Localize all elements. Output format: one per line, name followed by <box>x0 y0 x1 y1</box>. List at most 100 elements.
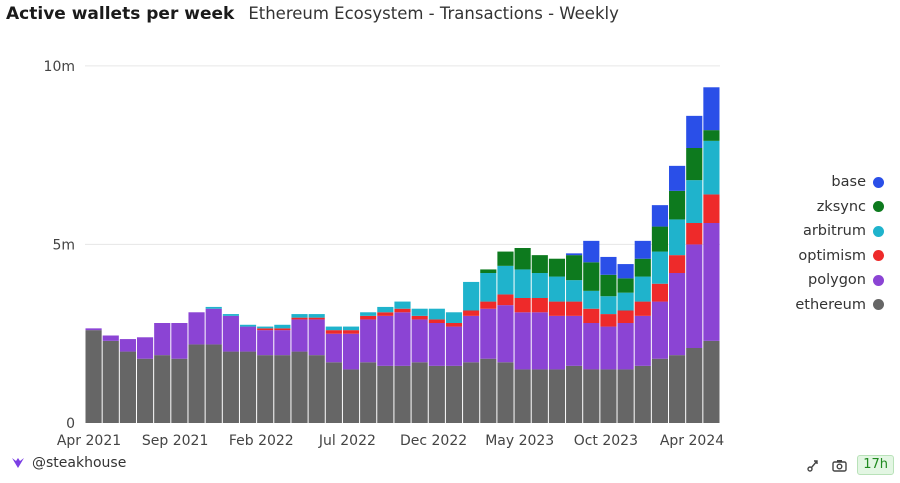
bar-segment-optimism[interactable] <box>548 301 566 316</box>
bar-segment-optimism[interactable] <box>360 315 377 320</box>
bar-segment-arbitrum[interactable] <box>445 312 463 323</box>
bar-segment-zksync[interactable] <box>548 258 566 277</box>
bar-segment-polygon[interactable] <box>136 337 154 359</box>
bar-segment-arbitrum[interactable] <box>548 276 566 302</box>
bar-segment-polygon[interactable] <box>342 333 360 370</box>
bar-segment-optimism[interactable] <box>634 301 651 316</box>
legend-item-base[interactable]: base <box>754 170 884 195</box>
bar-segment-polygon[interactable] <box>600 326 617 370</box>
bar-segment-ethereum[interactable] <box>119 351 136 423</box>
legend-item-arbitrum[interactable]: arbitrum <box>754 219 884 244</box>
bar-segment-ethereum[interactable] <box>257 355 274 423</box>
bar-segment-zksync[interactable] <box>669 190 686 220</box>
bar-segment-polygon[interactable] <box>222 315 239 352</box>
bar-segment-arbitrum[interactable] <box>617 292 634 311</box>
bar-segment-polygon[interactable] <box>548 315 566 370</box>
bar-segment-optimism[interactable] <box>514 298 531 313</box>
bar-segment-optimism[interactable] <box>669 255 686 273</box>
bar-segment-ethereum[interactable] <box>102 340 119 423</box>
bar-segment-arbitrum[interactable] <box>239 324 257 327</box>
bar-segment-optimism[interactable] <box>463 310 480 316</box>
bar-segment-arbitrum[interactable] <box>428 308 445 320</box>
bar-segment-arbitrum[interactable] <box>222 314 239 316</box>
bar-segment-optimism[interactable] <box>411 315 428 320</box>
bar-segment-optimism[interactable] <box>497 294 514 306</box>
bar-segment-polygon[interactable] <box>85 328 102 331</box>
bar-segment-ethereum[interactable] <box>669 355 686 423</box>
legend-item-polygon[interactable]: polygon <box>754 268 884 293</box>
bar-segment-ethereum[interactable] <box>274 355 291 423</box>
bar-segment-polygon[interactable] <box>651 301 669 359</box>
bar-segment-ethereum[interactable] <box>463 362 480 423</box>
refresh-age-badge[interactable]: 17h <box>857 455 894 475</box>
bar-segment-polygon[interactable] <box>445 326 463 366</box>
bar-segment-ethereum[interactable] <box>360 362 377 423</box>
fork-icon[interactable] <box>805 457 821 473</box>
bar-segment-arbitrum[interactable] <box>308 314 325 318</box>
bar-segment-arbitrum[interactable] <box>325 326 342 331</box>
bar-segment-polygon[interactable] <box>411 319 428 363</box>
bar-segment-arbitrum[interactable] <box>651 251 669 284</box>
bar-segment-optimism[interactable] <box>583 308 600 323</box>
bar-segment-base[interactable] <box>703 87 720 131</box>
bar-segment-base[interactable] <box>669 165 686 191</box>
bar-segment-optimism[interactable] <box>617 310 634 324</box>
legend-item-zksync[interactable]: zksync <box>754 195 884 220</box>
bar-segment-zksync[interactable] <box>703 130 720 141</box>
bar-segment-ethereum[interactable] <box>308 355 325 423</box>
bar-segment-polygon[interactable] <box>686 244 703 348</box>
bar-segment-optimism[interactable] <box>480 301 497 309</box>
bar-segment-ethereum[interactable] <box>566 365 583 423</box>
bar-segment-polygon[interactable] <box>617 323 634 370</box>
bar-segment-arbitrum[interactable] <box>566 280 583 302</box>
bar-segment-base[interactable] <box>566 253 583 256</box>
bar-segment-polygon[interactable] <box>583 323 600 370</box>
bar-segment-optimism[interactable] <box>274 328 291 331</box>
bar-segment-arbitrum[interactable] <box>703 140 720 195</box>
bar-segment-polygon[interactable] <box>514 312 531 370</box>
bar-segment-ethereum[interactable] <box>514 369 531 423</box>
bar-segment-ethereum[interactable] <box>222 351 239 423</box>
bar-segment-base[interactable] <box>651 205 669 227</box>
bar-segment-ethereum[interactable] <box>291 351 308 423</box>
bar-segment-ethereum[interactable] <box>171 358 188 423</box>
bar-segment-arbitrum[interactable] <box>531 273 548 298</box>
bar-segment-zksync[interactable] <box>480 269 497 273</box>
bar-segment-arbitrum[interactable] <box>411 308 428 316</box>
bar-segment-optimism[interactable] <box>651 283 669 302</box>
bar-segment-polygon[interactable] <box>257 330 274 356</box>
bar-segment-arbitrum[interactable] <box>360 312 377 316</box>
bar-segment-ethereum[interactable] <box>188 344 205 423</box>
bar-segment-zksync[interactable] <box>686 148 703 181</box>
bar-segment-ethereum[interactable] <box>548 369 566 423</box>
camera-icon[interactable] <box>831 457 847 473</box>
bar-segment-optimism[interactable] <box>566 301 583 316</box>
bar-segment-polygon[interactable] <box>634 315 651 366</box>
bar-segment-polygon[interactable] <box>463 315 480 363</box>
bar-segment-arbitrum[interactable] <box>480 273 497 302</box>
bar-segment-polygon[interactable] <box>360 319 377 363</box>
bar-segment-ethereum[interactable] <box>703 340 720 423</box>
bar-segment-ethereum[interactable] <box>634 365 651 423</box>
bar-segment-optimism[interactable] <box>377 312 394 316</box>
bar-segment-zksync[interactable] <box>497 251 514 266</box>
bar-segment-optimism[interactable] <box>394 308 411 313</box>
bar-segment-arbitrum[interactable] <box>583 290 600 309</box>
bar-segment-ethereum[interactable] <box>205 344 222 423</box>
bar-segment-optimism[interactable] <box>703 194 720 223</box>
bar-segment-ethereum[interactable] <box>497 362 514 423</box>
bar-segment-optimism[interactable] <box>308 317 325 320</box>
bar-segment-arbitrum[interactable] <box>514 269 531 298</box>
bar-segment-ethereum[interactable] <box>154 355 171 423</box>
bar-segment-optimism[interactable] <box>686 223 703 245</box>
bar-segment-polygon[interactable] <box>566 315 583 366</box>
bar-segment-ethereum[interactable] <box>445 365 463 423</box>
bar-segment-ethereum[interactable] <box>651 358 669 423</box>
bar-segment-base[interactable] <box>634 240 651 259</box>
bar-segment-zksync[interactable] <box>514 248 531 270</box>
bar-segment-polygon[interactable] <box>205 308 222 345</box>
bar-segment-base[interactable] <box>583 240 600 263</box>
bar-segment-arbitrum[interactable] <box>600 296 617 315</box>
bar-segment-base[interactable] <box>686 115 703 148</box>
bar-segment-zksync[interactable] <box>651 226 669 252</box>
